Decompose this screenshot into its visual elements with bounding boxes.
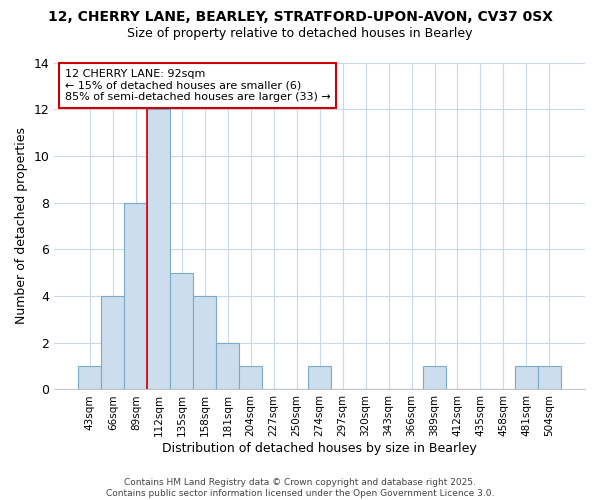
Bar bbox=[148, 109, 170, 390]
Bar bbox=[124, 202, 148, 390]
X-axis label: Distribution of detached houses by size in Bearley: Distribution of detached houses by size … bbox=[162, 442, 477, 455]
Bar bbox=[79, 366, 101, 390]
Text: 12 CHERRY LANE: 92sqm
← 15% of detached houses are smaller (6)
85% of semi-detac: 12 CHERRY LANE: 92sqm ← 15% of detached … bbox=[65, 69, 331, 102]
Bar bbox=[423, 366, 446, 390]
Bar bbox=[239, 366, 262, 390]
Y-axis label: Number of detached properties: Number of detached properties bbox=[15, 128, 28, 324]
Bar bbox=[515, 366, 538, 390]
Bar bbox=[170, 272, 193, 390]
Bar bbox=[216, 343, 239, 390]
Text: Contains HM Land Registry data © Crown copyright and database right 2025.
Contai: Contains HM Land Registry data © Crown c… bbox=[106, 478, 494, 498]
Text: Size of property relative to detached houses in Bearley: Size of property relative to detached ho… bbox=[127, 28, 473, 40]
Bar bbox=[101, 296, 124, 390]
Bar bbox=[193, 296, 216, 390]
Text: 12, CHERRY LANE, BEARLEY, STRATFORD-UPON-AVON, CV37 0SX: 12, CHERRY LANE, BEARLEY, STRATFORD-UPON… bbox=[47, 10, 553, 24]
Bar bbox=[308, 366, 331, 390]
Bar bbox=[538, 366, 561, 390]
